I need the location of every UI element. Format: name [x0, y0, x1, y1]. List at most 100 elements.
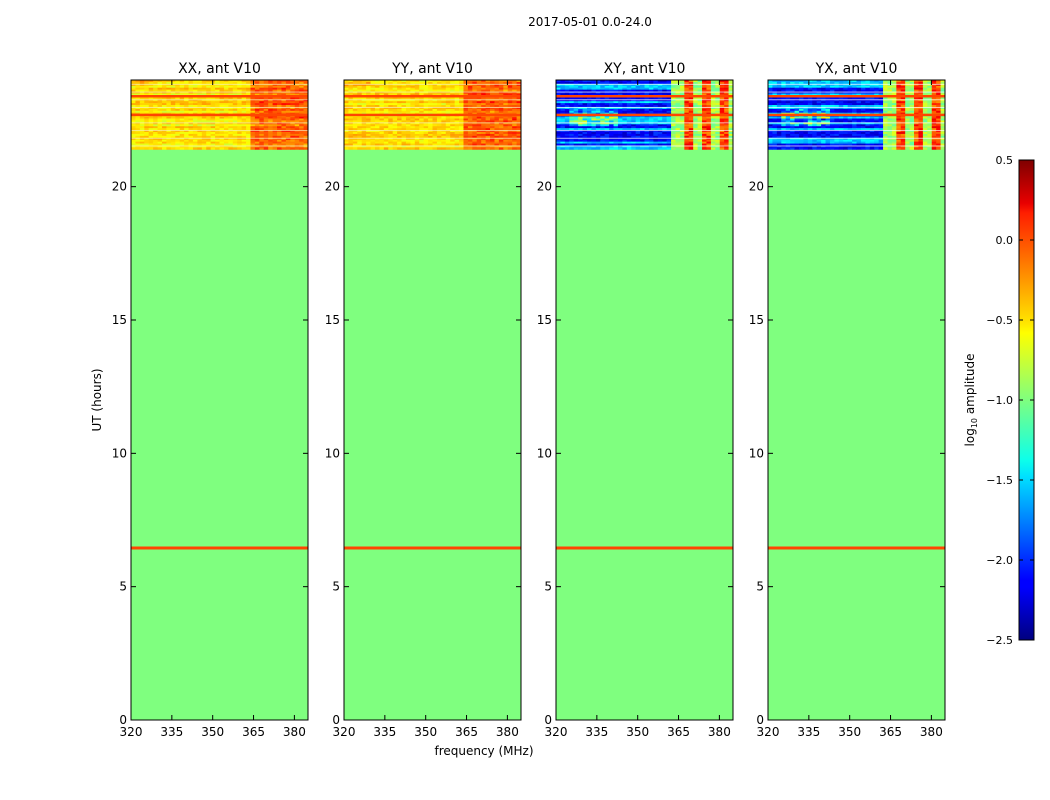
heatmap-cell	[246, 105, 251, 108]
heatmap-cell	[569, 105, 575, 108]
heatmap-cell	[485, 139, 491, 143]
heatmap-cell	[798, 83, 804, 87]
heatmap-cell	[366, 128, 371, 131]
heatmap-cell	[684, 97, 690, 100]
heatmap-cell	[294, 120, 300, 123]
heatmap-cell	[436, 116, 442, 119]
heatmap-cell	[719, 120, 725, 123]
heatmap-cell	[179, 122, 185, 125]
heatmap-cell	[776, 97, 782, 100]
heatmap-cell	[728, 147, 734, 150]
heatmap-cell	[370, 124, 376, 127]
heatmap-cell	[684, 106, 690, 110]
heatmap-cell	[564, 135, 570, 139]
heatmap-cell	[383, 87, 389, 91]
heatmap-row-line	[131, 145, 308, 147]
heatmap-cell	[410, 128, 416, 131]
heatmap-row-line	[344, 137, 521, 139]
heatmap-cell	[210, 120, 216, 123]
heatmap-cell	[401, 141, 407, 144]
heatmap-cell	[197, 97, 203, 100]
heatmap-cell	[157, 128, 163, 131]
heatmap-cell	[175, 145, 181, 148]
heatmap-cell	[428, 124, 433, 127]
heatmap-cell	[860, 85, 866, 89]
heatmap-cell	[250, 105, 256, 108]
heatmap-cell	[344, 108, 349, 112]
heatmap-cell	[303, 110, 309, 114]
heatmap-cell	[564, 85, 570, 89]
heatmap-cell	[175, 89, 181, 92]
heatmap-cell	[573, 93, 579, 96]
heatmap-cell	[688, 85, 694, 89]
heatmap-cell	[516, 101, 522, 104]
heatmap-cell	[144, 133, 150, 137]
heatmap-cell	[635, 83, 641, 87]
heatmap-cell	[609, 116, 614, 119]
heatmap-cell	[135, 87, 141, 91]
heatmap-cell	[428, 93, 433, 96]
heatmap-cell	[366, 124, 371, 127]
heatmap-cell	[918, 89, 924, 92]
heatmap-cell	[467, 143, 473, 146]
heatmap-cell	[397, 132, 402, 135]
heatmap-cell	[648, 118, 654, 121]
heatmap-cell	[410, 124, 416, 127]
heatmap-cell	[259, 130, 265, 133]
heatmap-cell	[490, 89, 495, 92]
heatmap-cell	[344, 126, 349, 129]
heatmap-cell	[405, 87, 411, 91]
heatmap-cell	[512, 81, 517, 85]
heatmap-cell	[512, 118, 517, 121]
heatmap-cell	[640, 147, 645, 150]
heatmap-cell	[776, 87, 782, 91]
heatmap-cell	[472, 106, 478, 110]
heatmap-cell	[494, 105, 500, 108]
y-tick-label: 0	[332, 713, 340, 727]
heatmap-cell	[401, 91, 407, 94]
heatmap-cell	[423, 110, 429, 114]
heatmap-cell	[600, 122, 606, 125]
heatmap-cell	[600, 110, 606, 114]
heatmap-cell	[467, 145, 473, 148]
heatmap-cell	[582, 135, 588, 139]
heatmap-cell	[459, 137, 464, 141]
heatmap-cell	[441, 80, 447, 83]
heatmap-cell	[481, 145, 486, 148]
heatmap-cell	[715, 124, 721, 127]
heatmap-cell	[852, 93, 857, 96]
heatmap-cell	[148, 87, 154, 91]
heatmap-cell	[250, 85, 256, 89]
heatmap-cell	[344, 81, 349, 85]
heatmap-cell	[441, 118, 447, 121]
heatmap-cell	[352, 106, 358, 110]
heatmap-cell	[454, 80, 460, 83]
heatmap-cell	[206, 99, 212, 102]
heatmap-cell	[188, 93, 194, 96]
heatmap-cell	[675, 89, 681, 92]
heatmap-cell	[144, 91, 150, 94]
heatmap-cell	[254, 132, 260, 135]
heatmap-cell	[564, 137, 570, 141]
heatmap-cell	[228, 89, 234, 92]
heatmap-cell	[148, 99, 154, 102]
heatmap-cell	[139, 99, 145, 102]
heatmap-cell	[263, 89, 269, 92]
heatmap-cell	[600, 99, 606, 102]
heatmap-cell	[344, 110, 349, 114]
heatmap-cell	[476, 122, 482, 125]
heatmap-cell	[299, 126, 304, 129]
heatmap-cell	[206, 132, 212, 135]
heatmap-cell	[161, 110, 167, 114]
heatmap-cell	[432, 105, 438, 108]
heatmap-cell	[856, 80, 862, 83]
heatmap-cell	[179, 143, 185, 146]
heatmap-cell	[710, 106, 716, 110]
heatmap-cell	[374, 89, 380, 92]
heatmap-cell	[613, 81, 619, 85]
heatmap-cell	[259, 133, 265, 137]
heatmap-cell	[498, 80, 504, 83]
heatmap-cell	[591, 110, 597, 114]
heatmap-cell	[657, 81, 663, 85]
heatmap-cell	[454, 89, 460, 92]
